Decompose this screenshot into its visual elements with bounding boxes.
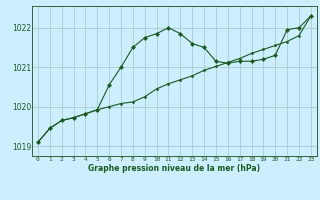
X-axis label: Graphe pression niveau de la mer (hPa): Graphe pression niveau de la mer (hPa) <box>88 164 260 173</box>
